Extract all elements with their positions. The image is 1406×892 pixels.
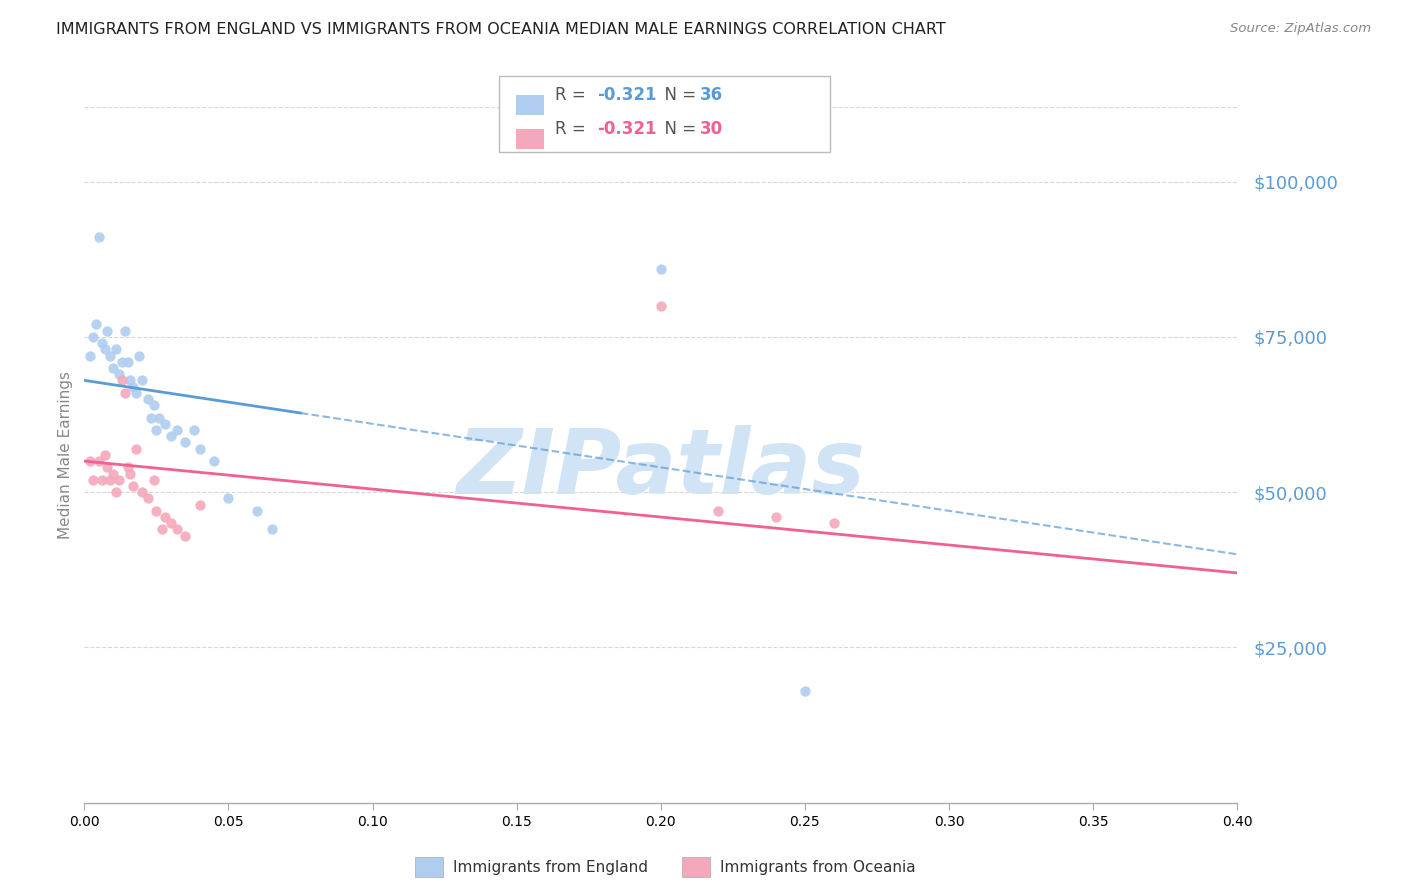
Point [114, 324, 136, 338]
Point [145, 504, 167, 518]
Point [125, 385, 148, 400]
Point [93, 448, 115, 462]
Point [823, 516, 845, 531]
Point [128, 349, 150, 363]
Point [84, 318, 107, 332]
Point [153, 417, 176, 431]
Point [139, 410, 162, 425]
Point [79, 454, 101, 468]
Point [122, 479, 145, 493]
Point [82, 330, 104, 344]
Point [120, 373, 142, 387]
Text: -0.321: -0.321 [598, 87, 657, 104]
Point [793, 684, 815, 698]
Point [246, 504, 269, 518]
Point [153, 510, 176, 524]
Text: ZIPatlas: ZIPatlas [457, 425, 865, 513]
Point [188, 498, 211, 512]
Point [105, 343, 128, 357]
Point [136, 392, 159, 406]
Point [122, 379, 145, 393]
Text: Immigrants from England: Immigrants from England [453, 860, 648, 874]
Point [98, 473, 121, 487]
Point [202, 454, 225, 468]
Text: 36: 36 [700, 87, 723, 104]
Text: N =: N = [654, 87, 702, 104]
Point [103, 467, 124, 481]
Point [174, 529, 197, 543]
Point [117, 460, 139, 475]
Point [87, 230, 110, 244]
Point [111, 373, 134, 387]
Point [136, 491, 159, 506]
Point [160, 516, 183, 531]
Point [108, 473, 131, 487]
Point [93, 343, 115, 357]
Point [96, 324, 118, 338]
Point [160, 429, 183, 443]
Point [108, 367, 131, 381]
Text: Source: ZipAtlas.com: Source: ZipAtlas.com [1230, 22, 1371, 36]
Point [166, 523, 188, 537]
Text: R =: R = [555, 87, 592, 104]
Point [98, 349, 121, 363]
Text: 30: 30 [700, 120, 723, 138]
Point [650, 299, 672, 313]
Text: Immigrants from Oceania: Immigrants from Oceania [720, 860, 915, 874]
Point [142, 398, 165, 412]
Point [174, 435, 197, 450]
Point [131, 485, 153, 500]
Point [90, 473, 112, 487]
Point [131, 373, 153, 387]
Point [125, 442, 148, 456]
Point [120, 467, 142, 481]
Text: R =: R = [555, 120, 592, 138]
Point [142, 473, 165, 487]
Point [82, 473, 104, 487]
Point [217, 491, 239, 506]
Point [650, 261, 672, 276]
Point [111, 355, 134, 369]
Text: N =: N = [654, 120, 702, 138]
Point [103, 360, 124, 375]
Point [87, 454, 110, 468]
Point [707, 504, 730, 518]
Point [148, 410, 170, 425]
Point [260, 523, 283, 537]
Point [105, 485, 128, 500]
Point [188, 442, 211, 456]
Text: -0.321: -0.321 [598, 120, 657, 138]
Y-axis label: Median Male Earnings: Median Male Earnings [58, 371, 73, 539]
Point [183, 423, 205, 437]
Point [145, 423, 167, 437]
Point [96, 460, 118, 475]
Point [117, 355, 139, 369]
Point [90, 336, 112, 351]
Point [765, 510, 787, 524]
Point [150, 523, 173, 537]
Point [114, 385, 136, 400]
Point [79, 349, 101, 363]
Point [166, 423, 188, 437]
Text: IMMIGRANTS FROM ENGLAND VS IMMIGRANTS FROM OCEANIA MEDIAN MALE EARNINGS CORRELAT: IMMIGRANTS FROM ENGLAND VS IMMIGRANTS FR… [56, 22, 946, 37]
